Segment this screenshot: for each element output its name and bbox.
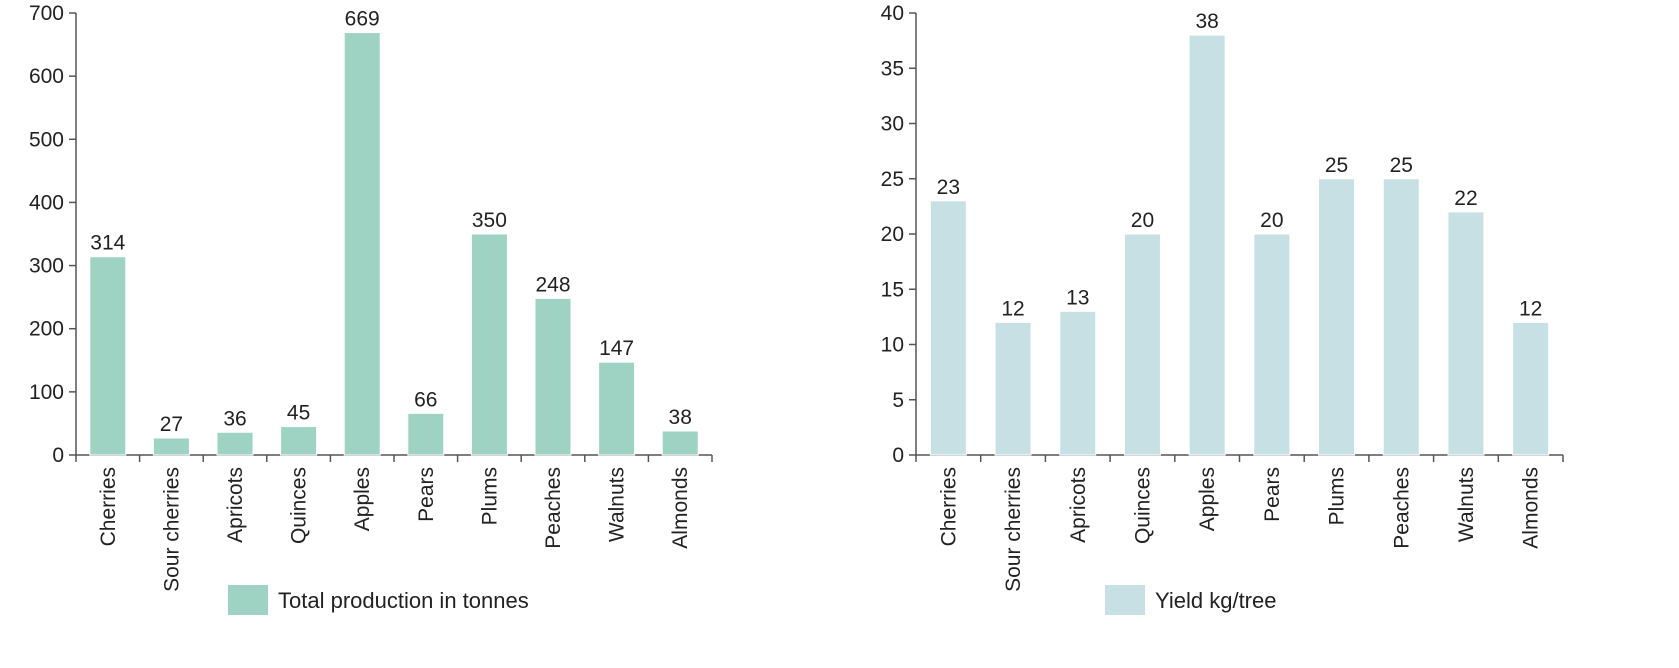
- bar-apricots: [1059, 310, 1097, 456]
- yield-y-tick-label: 0: [892, 444, 904, 467]
- bar-sour-cherries: [994, 321, 1032, 456]
- category-label-pears: Pears: [415, 467, 438, 522]
- bar-value-label: 25: [1325, 154, 1348, 177]
- category-label-apricots: Apricots: [1067, 467, 1090, 543]
- category-label-walnuts: Walnuts: [606, 467, 629, 542]
- bar-peaches: [534, 297, 572, 456]
- production-y-tick-label: 700: [29, 2, 64, 25]
- production-legend-label: Total production in tonnes: [278, 588, 529, 613]
- category-label-sour-cherries: Sour cherries: [160, 467, 183, 592]
- bar-plums: [1318, 178, 1356, 456]
- yield-y-tick-label: 25: [881, 168, 904, 191]
- bar-almonds: [661, 430, 699, 456]
- category-label-cherries: Cherries: [937, 467, 960, 546]
- yield-y-tick-label: 40: [881, 2, 904, 25]
- bar-value-label: 12: [1001, 297, 1024, 320]
- bar-value-label: 25: [1390, 154, 1413, 177]
- category-label-almonds: Almonds: [669, 467, 692, 549]
- bar-value-label: 248: [535, 273, 570, 296]
- bar-value-label: 23: [937, 176, 960, 199]
- bar-value-label: 350: [472, 209, 507, 232]
- category-label-sour-cherries: Sour cherries: [1002, 467, 1025, 592]
- category-label-plums: Plums: [478, 467, 501, 525]
- production-legend-swatch: [228, 585, 268, 615]
- category-label-quinces: Quinces: [288, 467, 311, 544]
- bar-value-label: 36: [223, 407, 246, 430]
- bar-value-label: 38: [1195, 10, 1218, 33]
- bar-cherries: [89, 256, 127, 456]
- production-y-tick-label: 400: [29, 191, 64, 214]
- bar-sour-cherries: [152, 437, 190, 456]
- bar-quinces: [280, 426, 318, 456]
- production-y-tick-label: 600: [29, 65, 64, 88]
- category-label-walnuts: Walnuts: [1455, 467, 1478, 542]
- bar-value-label: 27: [160, 413, 183, 436]
- category-label-pears: Pears: [1261, 467, 1284, 522]
- category-label-peaches: Peaches: [1390, 467, 1413, 549]
- yield-y-tick-label: 35: [881, 57, 904, 80]
- production-chart: 0 100 200 300 400 500 600 700 314 Cherries 27 Sour …: [0, 0, 800, 663]
- yield-y-tick-label: 30: [881, 113, 904, 136]
- bar-value-label: 66: [414, 388, 437, 411]
- yield-chart: 0 5 10 15 20 25 30 35 40 23 Cherries 12 Sour cherrie…: [840, 0, 1679, 663]
- category-label-apricots: Apricots: [224, 467, 247, 543]
- category-label-apples: Apples: [1196, 467, 1219, 531]
- yield-y-tick-label: 10: [881, 334, 904, 357]
- bar-value-label: 22: [1454, 187, 1477, 210]
- bar-value-label: 20: [1131, 209, 1154, 232]
- yield-y-tick-label: 5: [892, 389, 904, 412]
- production-y-tick-label: 0: [52, 444, 64, 467]
- production-y-tick-label: 100: [29, 381, 64, 404]
- bar-almonds: [1512, 321, 1550, 456]
- yield-y-tick-label: 20: [881, 223, 904, 246]
- category-label-quinces: Quinces: [1131, 467, 1154, 544]
- bar-value-label: 147: [599, 337, 634, 360]
- production-y-tick-label: 200: [29, 318, 64, 341]
- bar-walnuts: [1447, 211, 1485, 456]
- yield-y-tick-label: 15: [881, 278, 904, 301]
- bar-pears: [407, 412, 445, 456]
- production-y-tick-label: 500: [29, 128, 64, 151]
- category-label-apples: Apples: [351, 467, 374, 531]
- yield-legend-label: Yield kg/tree: [1155, 588, 1276, 613]
- yield-chart-svg: 0 5 10 15 20 25 30 35 40 23 Cherries 12 Sour cherrie…: [881, 2, 1564, 615]
- bar-peaches: [1382, 178, 1420, 456]
- bar-cherries: [929, 200, 967, 456]
- bar-quinces: [1123, 233, 1161, 456]
- category-label-almonds: Almonds: [1520, 467, 1543, 549]
- bar-apples: [343, 32, 381, 456]
- production-y-tick-label: 300: [29, 255, 64, 278]
- bar-value-label: 45: [287, 402, 310, 425]
- bar-value-label: 38: [669, 406, 692, 429]
- bar-plums: [470, 233, 508, 456]
- bar-value-label: 12: [1519, 297, 1542, 320]
- bar-value-label: 13: [1066, 286, 1089, 309]
- bar-apples: [1188, 34, 1226, 456]
- category-label-cherries: Cherries: [97, 467, 120, 546]
- bar-apricots: [216, 431, 254, 456]
- production-chart-svg: 0 100 200 300 400 500 600 700 314 Cherries 27 Sour …: [29, 2, 713, 615]
- bar-value-label: 20: [1260, 209, 1283, 232]
- bar-value-label: 314: [90, 232, 125, 255]
- bar-walnuts: [598, 361, 636, 456]
- yield-legend-swatch: [1105, 585, 1145, 615]
- category-label-plums: Plums: [1326, 467, 1349, 525]
- bar-value-label: 669: [345, 8, 380, 31]
- bar-pears: [1253, 233, 1291, 456]
- category-label-peaches: Peaches: [542, 467, 565, 549]
